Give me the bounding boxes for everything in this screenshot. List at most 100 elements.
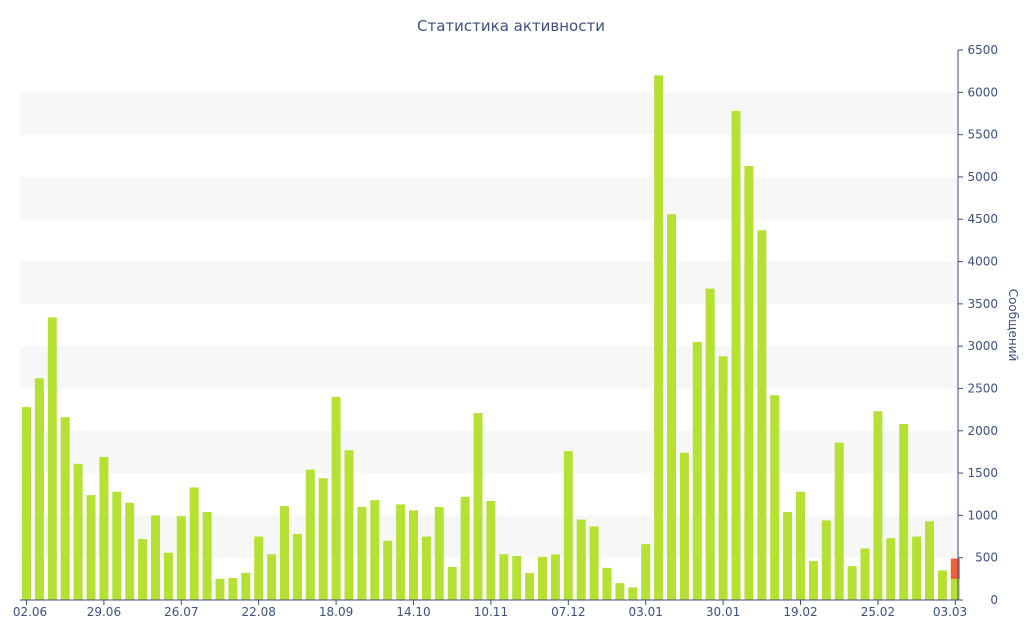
bar[interactable] bbox=[344, 450, 354, 600]
bar[interactable] bbox=[486, 501, 496, 600]
bar[interactable] bbox=[357, 506, 367, 600]
bar[interactable] bbox=[525, 572, 535, 600]
bar[interactable] bbox=[550, 554, 560, 600]
bar[interactable] bbox=[305, 469, 315, 600]
bar[interactable] bbox=[151, 515, 160, 600]
y-tick-label: 1500 bbox=[967, 466, 998, 480]
x-tick-label: 18.09 bbox=[319, 605, 353, 619]
bar[interactable] bbox=[692, 341, 702, 600]
bar-highlight-segment[interactable] bbox=[950, 558, 960, 579]
bar[interactable] bbox=[460, 496, 470, 600]
bar[interactable] bbox=[318, 478, 328, 600]
bar[interactable] bbox=[86, 495, 96, 600]
bar[interactable] bbox=[744, 165, 754, 600]
x-tick-label: 19.02 bbox=[783, 605, 817, 619]
x-tick-label: 07.12 bbox=[551, 605, 585, 619]
bar[interactable] bbox=[383, 540, 393, 600]
bar[interactable] bbox=[731, 110, 741, 600]
bar[interactable] bbox=[60, 417, 70, 600]
bar[interactable] bbox=[950, 578, 960, 600]
x-tick-label: 03.01 bbox=[629, 605, 663, 619]
bar[interactable] bbox=[679, 452, 689, 600]
y-tick-label: 3500 bbox=[967, 297, 998, 311]
bar[interactable] bbox=[718, 356, 728, 600]
bar[interactable] bbox=[125, 502, 135, 600]
bar[interactable] bbox=[899, 424, 909, 600]
bar[interactable] bbox=[409, 510, 418, 600]
bar[interactable] bbox=[847, 566, 857, 600]
bar[interactable] bbox=[331, 396, 341, 600]
x-tick-label: 29.06 bbox=[87, 605, 121, 619]
y-tick-label: 3000 bbox=[967, 339, 998, 353]
bar[interactable] bbox=[628, 587, 638, 600]
y-tick-label: 2500 bbox=[967, 381, 998, 395]
bar[interactable] bbox=[886, 538, 896, 600]
x-tick-label: 03.03 bbox=[933, 605, 967, 619]
bar[interactable] bbox=[667, 214, 676, 600]
bar[interactable] bbox=[434, 506, 444, 600]
bar[interactable] bbox=[176, 516, 186, 600]
bar[interactable] bbox=[241, 572, 251, 600]
bar[interactable] bbox=[576, 519, 586, 600]
y-tick-label: 4000 bbox=[967, 255, 998, 269]
y-tick-label: 6500 bbox=[967, 43, 998, 57]
bar[interactable] bbox=[370, 500, 380, 600]
bar[interactable] bbox=[254, 536, 264, 600]
bar[interactable] bbox=[860, 548, 870, 600]
bar[interactable] bbox=[280, 506, 289, 600]
bar[interactable] bbox=[163, 552, 173, 600]
bar[interactable] bbox=[447, 567, 457, 600]
y-axis-label: Сообщений bbox=[1006, 289, 1020, 362]
bar[interactable] bbox=[99, 457, 109, 600]
grid-band bbox=[20, 92, 958, 135]
bar[interactable] bbox=[602, 567, 612, 600]
x-tick-label: 10.11 bbox=[474, 605, 508, 619]
y-tick-label: 4500 bbox=[967, 212, 998, 226]
grid-band bbox=[20, 176, 958, 220]
bar[interactable] bbox=[112, 491, 122, 600]
bar[interactable] bbox=[499, 554, 509, 600]
bar[interactable] bbox=[215, 578, 225, 600]
bar[interactable] bbox=[421, 536, 431, 600]
bar[interactable] bbox=[873, 411, 883, 600]
bar[interactable] bbox=[22, 407, 31, 600]
bars-group bbox=[22, 75, 960, 600]
bar[interactable] bbox=[396, 504, 406, 600]
bar[interactable] bbox=[538, 556, 547, 600]
bar[interactable] bbox=[292, 534, 302, 600]
bar[interactable] bbox=[47, 317, 57, 600]
y-tick-label: 6000 bbox=[967, 85, 998, 99]
bar[interactable] bbox=[512, 556, 522, 600]
y-tick-label: 0 bbox=[990, 593, 998, 607]
bar[interactable] bbox=[34, 378, 44, 600]
bar[interactable] bbox=[641, 544, 651, 600]
bar[interactable] bbox=[705, 288, 715, 600]
bar[interactable] bbox=[202, 512, 212, 600]
bar[interactable] bbox=[770, 395, 780, 600]
bar[interactable] bbox=[473, 413, 483, 600]
bar[interactable] bbox=[615, 583, 625, 600]
bar[interactable] bbox=[267, 554, 277, 600]
grid-band bbox=[20, 346, 958, 389]
bar[interactable] bbox=[654, 75, 664, 600]
bar[interactable] bbox=[73, 463, 83, 600]
bar[interactable] bbox=[912, 536, 922, 600]
bar[interactable] bbox=[796, 491, 805, 600]
bar[interactable] bbox=[925, 521, 934, 600]
bar[interactable] bbox=[757, 230, 767, 600]
bar[interactable] bbox=[228, 578, 238, 600]
bar[interactable] bbox=[834, 442, 844, 600]
x-tick-label: 25.02 bbox=[861, 605, 895, 619]
bar[interactable] bbox=[821, 520, 831, 600]
bar[interactable] bbox=[189, 487, 199, 600]
bar[interactable] bbox=[563, 451, 573, 600]
x-tick-label: 30.01 bbox=[706, 605, 740, 619]
bar[interactable] bbox=[138, 539, 148, 600]
axes-group bbox=[20, 50, 959, 601]
bar[interactable] bbox=[937, 570, 947, 600]
bar[interactable] bbox=[808, 561, 818, 600]
y-tick-label: 2000 bbox=[967, 424, 998, 438]
bar[interactable] bbox=[783, 512, 793, 600]
bar[interactable] bbox=[589, 526, 599, 600]
